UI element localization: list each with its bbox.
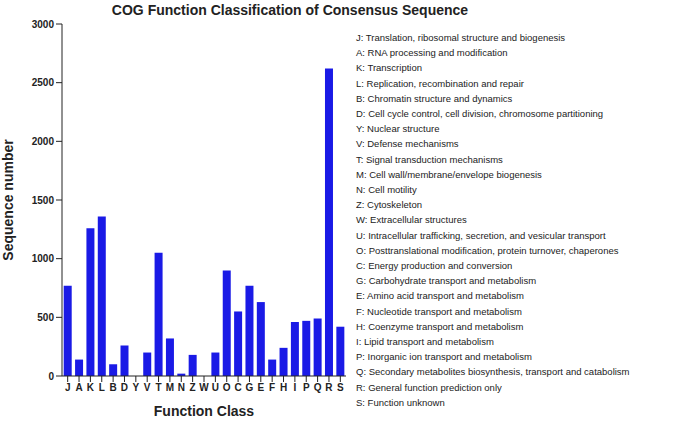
svg-text:Function Class: Function Class	[154, 403, 255, 419]
html-text:S: Function unknown: S: Function unknown	[356, 396, 445, 408]
svg-text:P: P	[303, 382, 310, 393]
svg-text:2500: 2500	[32, 77, 55, 88]
html-text:I: Lipid transport and metabol: I: Lipid transport and metabolism	[356, 336, 494, 348]
html-text:Z: Cytoskeleton: Z: Cytoskeleton	[356, 199, 422, 211]
svg-text:1500: 1500	[32, 195, 55, 206]
html-text:G: Carbohydrate transport and: G: Carbohydrate transport and metabolism	[356, 275, 537, 287]
html-text:P: Inorganic ion transport and: P: Inorganic ion transport and metabolis…	[356, 351, 532, 363]
svg-text:C: C	[234, 382, 241, 393]
html-text:O: Posttranslational modificat: O: Posttranslational modification, prote…	[356, 244, 619, 256]
svg-text:500: 500	[37, 312, 54, 323]
svg-text:2000: 2000	[32, 136, 55, 147]
svg-text:B: B	[110, 382, 117, 393]
html-text:H: Coenzyme transport and meta: H: Coenzyme transport and metabolism	[356, 320, 524, 332]
svg-text:H: H	[280, 382, 287, 393]
svg-text:G: G	[246, 382, 254, 393]
svg-text:M: M	[166, 382, 174, 393]
svg-text:A: A	[75, 382, 82, 393]
html-text:F: Nucleotide transport and me: F: Nucleotide transport and metabolism	[356, 305, 522, 317]
svg-text:I: I	[293, 382, 296, 393]
svg-text:L: L	[99, 382, 105, 393]
svg-text:Y: Y	[133, 382, 140, 393]
html-text:K: Transcription: K: Transcription	[356, 62, 422, 74]
svg-text:E: E	[257, 382, 264, 393]
svg-text:R: R	[325, 382, 333, 393]
svg-text:T: T	[156, 382, 162, 393]
svg-text:U: U	[212, 382, 219, 393]
html-text:V: Defense mechanisms: V: Defense mechanisms	[356, 138, 459, 150]
svg-text:D: D	[121, 382, 128, 393]
html-text:B: Chromatin structure and dyn: B: Chromatin structure and dynamics	[356, 92, 513, 104]
svg-text:0: 0	[48, 371, 54, 382]
html-text:A: RNA processing and modifica: A: RNA processing and modification	[356, 47, 508, 59]
html-text:E: Amino acid transport and me: E: Amino acid transport and metabolism	[356, 290, 524, 302]
svg-text:S: S	[337, 382, 344, 393]
html-text:D: Cell cycle control, cell di: D: Cell cycle control, cell division, ch…	[356, 108, 604, 119]
html-text:L: Replication, recombination: L: Replication, recombination and repair	[356, 77, 524, 89]
svg-text:K: K	[87, 382, 95, 393]
svg-text:W: W	[199, 382, 209, 393]
html-text:T: Signal transduction mechani: T: Signal transduction mechanisms	[356, 153, 503, 165]
html-text:Y: Nuclear structure: Y: Nuclear structure	[356, 123, 440, 135]
html-text:N: Cell motility: N: Cell motility	[356, 184, 417, 195]
html-text:Q: Secondary metabolites biosy: Q: Secondary metabolites biosynthesis, t…	[356, 366, 630, 378]
html-text:U: Intracellular trafficking,: U: Intracellular trafficking, secretion,…	[356, 229, 606, 241]
html-text:C: Energy production and conve: C: Energy production and conversion	[356, 260, 513, 271]
svg-text:V: V	[144, 382, 151, 393]
html-text:W: Extracellular structures: W: Extracellular structures	[356, 214, 467, 226]
svg-text:Sequence number: Sequence number	[8, 139, 16, 261]
svg-text:1000: 1000	[32, 253, 55, 264]
html-text:J: Translation, ribosomal stru: J: Translation, ribosomal structure and …	[356, 32, 566, 43]
svg-text:O: O	[223, 382, 231, 393]
svg-text:Z: Z	[190, 382, 196, 393]
svg-text:J: J	[65, 382, 71, 393]
svg-text:N: N	[178, 382, 185, 393]
svg-text:Q: Q	[314, 382, 322, 393]
svg-text:3000: 3000	[32, 19, 55, 30]
html-text:COG Function Classification of: COG Function Classification of Consensus…	[111, 2, 469, 18]
svg-text:F: F	[269, 382, 275, 393]
html-text:M: Cell wall/membrane/envelope: M: Cell wall/membrane/envelope biogenesi…	[356, 168, 542, 180]
html-text:R: General function prediction: R: General function prediction only	[356, 381, 502, 393]
